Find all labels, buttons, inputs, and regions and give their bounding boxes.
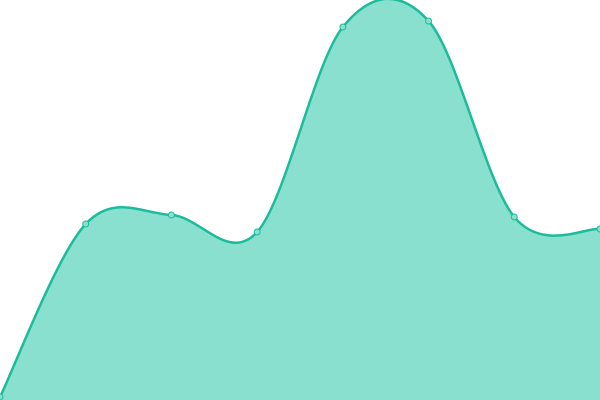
data-point-4 — [339, 23, 347, 31]
data-point-2 — [167, 211, 175, 219]
data-point-7 — [596, 225, 600, 233]
data-point-3 — [253, 228, 261, 236]
data-point-0 — [0, 393, 4, 400]
data-point-6 — [510, 213, 518, 221]
data-point-1 — [82, 220, 90, 228]
data-point-5 — [425, 17, 433, 25]
data-markers — [0, 17, 600, 400]
